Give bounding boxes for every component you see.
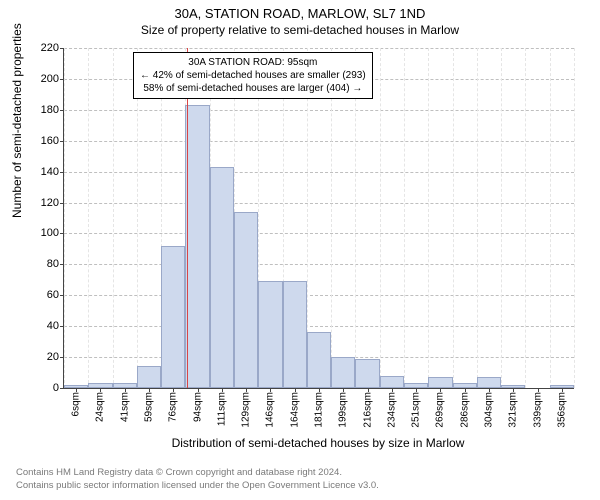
histogram-bar: [331, 357, 355, 388]
histogram-bar: [307, 332, 331, 388]
xtick-label: 234sqm: [386, 392, 397, 428]
histogram-bar: [185, 105, 209, 388]
ytick-label: 120: [19, 197, 59, 209]
ytick-label: 180: [19, 104, 59, 116]
ytick-label: 40: [19, 320, 59, 332]
ytick-label: 0: [19, 382, 59, 394]
xtick-label: 251sqm: [411, 392, 422, 428]
chart-container: 30A, STATION ROAD, MARLOW, SL7 1ND Size …: [0, 0, 600, 500]
histogram-bar: [355, 359, 379, 388]
callout-line-larger: 58% of semi-detached houses are larger (…: [140, 82, 366, 95]
ytick-label: 20: [19, 351, 59, 363]
xtick-label: 321sqm: [508, 392, 519, 428]
histogram-bar: [137, 366, 161, 388]
xtick-label: 269sqm: [435, 392, 446, 428]
xtick-label: 181sqm: [314, 392, 325, 428]
ytick-label: 160: [19, 135, 59, 147]
histogram-bar: [161, 246, 185, 388]
xtick-label: 286sqm: [459, 392, 470, 428]
xtick-label: 129sqm: [241, 392, 252, 428]
ytick-label: 220: [19, 42, 59, 54]
ytick-label: 200: [19, 73, 59, 85]
chart-subtitle: Size of property relative to semi-detach…: [0, 21, 600, 37]
xtick-label: 356sqm: [556, 392, 567, 428]
histogram-bar: [210, 167, 234, 388]
attribution-line2: Contains public sector information licen…: [16, 480, 379, 492]
xtick-label: 339sqm: [532, 392, 543, 428]
xtick-label: 199sqm: [338, 392, 349, 428]
xtick-label: 59sqm: [144, 392, 155, 422]
plot: 6sqm24sqm41sqm59sqm76sqm94sqm111sqm129sq…: [63, 48, 574, 389]
ytick-label: 60: [19, 289, 59, 301]
xtick-label: 6sqm: [71, 392, 82, 416]
histogram-bar: [477, 377, 501, 388]
callout-line-property: 30A STATION ROAD: 95sqm: [140, 56, 366, 69]
histogram-bar: [258, 281, 282, 388]
xtick-label: 76sqm: [168, 392, 179, 422]
xtick-label: 111sqm: [216, 392, 227, 426]
xtick-label: 216sqm: [362, 392, 373, 428]
xtick-label: 41sqm: [119, 392, 130, 422]
histogram-bar: [283, 281, 307, 388]
attribution: Contains HM Land Registry data © Crown c…: [16, 467, 379, 492]
xtick-label: 24sqm: [95, 392, 106, 422]
plot-area: 6sqm24sqm41sqm59sqm76sqm94sqm111sqm129sq…: [63, 48, 573, 388]
ytick-label: 80: [19, 258, 59, 270]
histogram-bar: [380, 376, 404, 388]
ytick-label: 100: [19, 227, 59, 239]
xtick-label: 94sqm: [192, 392, 203, 422]
ytick-label: 140: [19, 166, 59, 178]
xtick-label: 164sqm: [289, 392, 300, 428]
callout-line-smaller: ← 42% of semi-detached houses are smalle…: [140, 69, 366, 82]
histogram-bar: [234, 212, 258, 388]
chart-title: 30A, STATION ROAD, MARLOW, SL7 1ND: [0, 0, 600, 21]
xtick-label: 304sqm: [484, 392, 495, 428]
callout-box: 30A STATION ROAD: 95sqm ← 42% of semi-de…: [133, 52, 373, 99]
property-marker-line: [187, 48, 188, 388]
x-axis-label: Distribution of semi-detached houses by …: [63, 436, 573, 450]
attribution-line1: Contains HM Land Registry data © Crown c…: [16, 467, 379, 479]
histogram-bar: [428, 377, 452, 388]
xtick-label: 146sqm: [265, 392, 276, 428]
